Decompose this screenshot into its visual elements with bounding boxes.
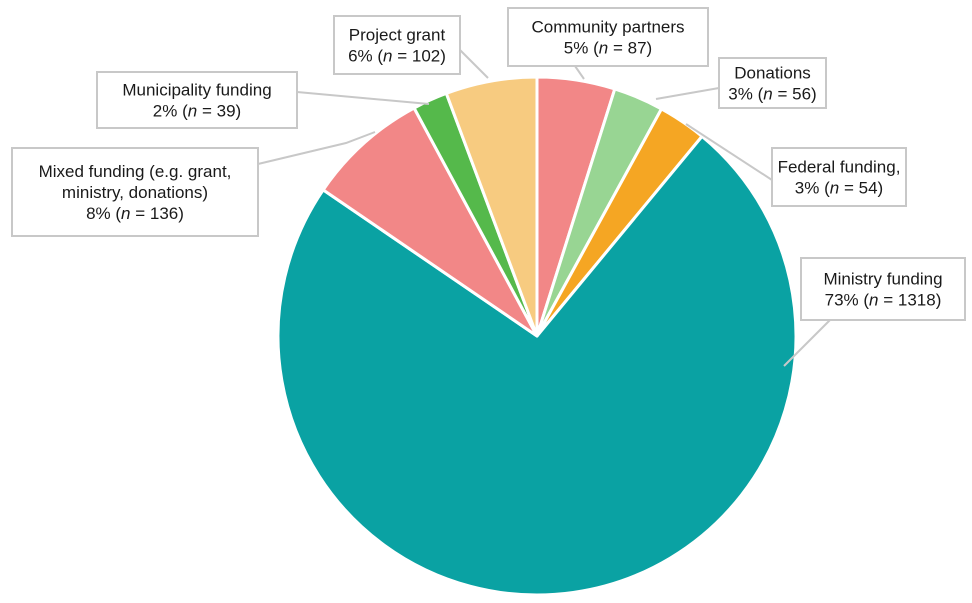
leader-line-mixed-funding [257, 131, 376, 165]
label-donations: Donations 3% (n = 56) [718, 57, 827, 109]
label-percent-federal-funding: 3% ( [795, 179, 830, 198]
leader-line-community-partners [574, 65, 585, 80]
label-name-ministry-funding: Ministry funding [823, 270, 942, 289]
label-percent-ministry-funding: 73% ( [825, 291, 870, 310]
label-count-ministry-funding: = 1318) [879, 291, 942, 310]
label-n-symbol-municipality-funding: n [188, 102, 197, 121]
label-value-mixed-funding: 8% (n = 136) [86, 204, 184, 223]
label-percent-project-grant: 6% ( [348, 47, 383, 66]
label-community-partners: Community partners 5% (n = 87) [507, 7, 709, 67]
label-count-community-partners: = 87) [608, 39, 652, 58]
leader-line-municipality-funding [296, 91, 430, 105]
label-percent-mixed-funding: 8% ( [86, 204, 121, 223]
label-name-project-grant: Project grant [349, 26, 446, 45]
pie-slice-mixed-funding [321, 106, 539, 338]
label-value-federal-funding: 3% (n = 54) [795, 179, 883, 198]
label-count-mixed-funding: = 136) [131, 204, 184, 223]
label-name-donations: Donations [734, 64, 811, 83]
label-box-municipality-funding [96, 71, 298, 129]
label-box-ministry-funding [800, 257, 966, 321]
pie-slice-ministry-funding [276, 134, 798, 597]
label-name-federal-funding: Federal funding, [778, 158, 901, 177]
leaders-layer [257, 49, 831, 367]
label-federal-funding: Federal funding, 3% (n = 54) [771, 147, 907, 207]
label-value-donations: 3% (n = 56) [728, 85, 816, 104]
label-n-symbol-mixed-funding: n [121, 204, 130, 223]
label-percent-municipality-funding: 2% ( [153, 102, 188, 121]
label-box-federal-funding [771, 147, 907, 207]
label-ministry-funding: Ministry funding 73% (n = 1318) [800, 257, 966, 321]
label-name-municipality-funding: Municipality funding [122, 81, 271, 100]
label-municipality-funding: Municipality funding 2% (n = 39) [96, 71, 298, 129]
label-box-donations [718, 57, 827, 109]
label-n-symbol-ministry-funding: n [869, 291, 878, 310]
label-name-mixed-funding-1: ministry, donations) [62, 183, 208, 202]
label-count-federal-funding: = 54) [839, 179, 883, 198]
label-value-municipality-funding: 2% (n = 39) [153, 102, 241, 121]
pie-slice-project-grant [444, 75, 539, 338]
label-value-community-partners: 5% (n = 87) [564, 39, 652, 58]
label-n-symbol-community-partners: n [599, 39, 608, 58]
label-name-mixed-funding: Mixed funding (e.g. grant, [39, 162, 232, 181]
label-count-municipality-funding: = 39) [197, 102, 241, 121]
label-box-community-partners [507, 7, 709, 67]
label-box-mixed-funding [11, 147, 259, 237]
label-n-symbol-project-grant: n [383, 47, 392, 66]
label-count-project-grant: = 102) [393, 47, 446, 66]
label-value-ministry-funding: 73% (n = 1318) [825, 291, 942, 310]
label-box-project-grant [333, 15, 461, 75]
leader-line-federal-funding [685, 123, 773, 181]
label-name-community-partners: Community partners [531, 18, 684, 37]
label-n-symbol-federal-funding: n [830, 179, 839, 198]
label-percent-community-partners: 5% ( [564, 39, 599, 58]
label-mixed-funding: Mixed funding (e.g. grant, ministry, dona… [11, 147, 259, 237]
label-n-symbol-donations: n [763, 85, 772, 104]
label-percent-donations: 3% ( [728, 85, 763, 104]
label-value-project-grant: 6% (n = 102) [348, 47, 446, 66]
label-count-donations: = 56) [773, 85, 817, 104]
label-project-grant: Project grant 6% (n = 102) [333, 15, 461, 75]
leader-line-ministry-funding [783, 319, 831, 367]
leader-line-donations [655, 87, 720, 100]
leader-line-project-grant [459, 49, 489, 79]
slices-layer [276, 75, 798, 597]
